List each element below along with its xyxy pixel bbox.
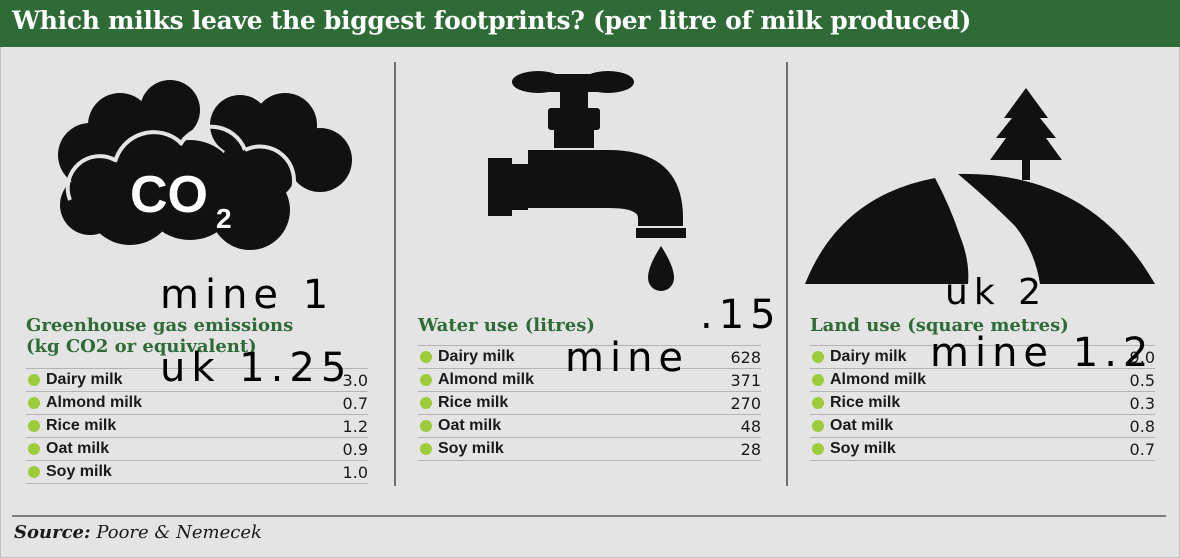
row-label: Rice milk <box>438 394 509 411</box>
co2-subscript: 2 <box>216 203 232 234</box>
bullet-dot <box>28 374 40 386</box>
table-row: Almond milk 0.5 <box>810 369 1155 392</box>
ghg-subtitle: (kg CO2 or equivalent) <box>26 336 257 357</box>
table-row: Soy milk 28 <box>418 438 761 461</box>
table-row: Almond milk 371 <box>418 369 761 392</box>
row-value: 1.2 <box>342 417 368 436</box>
bullet-dot <box>812 397 824 409</box>
row-value: 1.0 <box>342 463 368 482</box>
row-label: Soy milk <box>438 440 504 457</box>
row-label: Rice milk <box>830 394 901 411</box>
row-label: Almond milk <box>438 371 535 388</box>
table-row: Almond milk 0.7 <box>26 392 368 415</box>
water-title: Water use (litres) <box>418 315 595 336</box>
row-value: 270 <box>730 394 761 413</box>
bullet-dot <box>420 397 432 409</box>
water-table: Dairy milk 628 Almond milk 371 Rice milk 270 O… <box>418 345 761 461</box>
row-label: Oat milk <box>46 440 110 457</box>
handwritten-note: mine 1.2 <box>930 330 1155 376</box>
row-label: Dairy milk <box>46 371 123 388</box>
bullet-dot <box>28 443 40 455</box>
bullet-dot <box>812 351 824 363</box>
row-value: 0.9 <box>342 440 368 459</box>
handwritten-note: mine 1 <box>160 272 335 318</box>
water-tap-icon <box>488 71 686 291</box>
row-label: Soy milk <box>46 463 112 480</box>
row-value: 0.8 <box>1129 417 1155 436</box>
co2-label: CO <box>130 166 208 224</box>
bullet-dot <box>28 420 40 432</box>
row-value: 3.0 <box>342 371 368 390</box>
table-row: Rice milk 1.2 <box>26 415 368 438</box>
row-value: 0.5 <box>1129 371 1155 390</box>
ghg-title: Greenhouse gas emissions <box>26 315 294 336</box>
bullet-dot <box>420 443 432 455</box>
table-row: Soy milk 1.0 <box>26 461 368 484</box>
row-label: Almond milk <box>830 371 927 388</box>
handwritten-note: uk 1.25 <box>160 345 353 391</box>
header-bar: Which milks leave the biggest footprints… <box>0 0 1180 47</box>
row-value: 9.0 <box>1129 348 1155 367</box>
bullet-dot <box>420 374 432 386</box>
row-value: 0.7 <box>1129 440 1155 459</box>
ghg-table: Dairy milk 3.0 Almond milk 0.7 Rice milk 1.2 O… <box>26 368 368 484</box>
row-label: Soy milk <box>830 440 896 457</box>
table-row: Oat milk 48 <box>418 415 761 438</box>
handwritten-note: uk 2 <box>945 272 1048 313</box>
row-value: 48 <box>740 417 761 436</box>
row-label: Dairy milk <box>830 348 907 365</box>
table-row: Dairy milk 9.0 <box>810 345 1155 369</box>
source-label: Source: <box>14 522 91 543</box>
row-label: Rice milk <box>46 417 117 434</box>
table-row: Rice milk 0.3 <box>810 392 1155 415</box>
column-divider <box>394 62 396 486</box>
row-label: Almond milk <box>46 394 143 411</box>
bullet-dot <box>812 420 824 432</box>
row-label: Dairy milk <box>438 348 515 365</box>
row-value: 28 <box>740 440 761 459</box>
land-table: Dairy milk 9.0 Almond milk 0.5 Rice milk 0.3 O… <box>810 345 1155 461</box>
column-divider <box>786 62 788 486</box>
row-label: Oat milk <box>438 417 502 434</box>
table-row: Oat milk 0.8 <box>810 415 1155 438</box>
row-value: 628 <box>730 348 761 367</box>
row-value: 0.7 <box>342 394 368 413</box>
ghg-title-block: Greenhouse gas emissions (kg CO2 or equi… <box>26 315 366 357</box>
row-value: 371 <box>730 371 761 390</box>
source-text: Poore & Nemecek <box>96 522 262 543</box>
bullet-dot <box>28 397 40 409</box>
table-row: Rice milk 270 <box>418 392 761 415</box>
bullet-dot <box>812 443 824 455</box>
page-title: Which milks leave the biggest footprints… <box>12 6 972 35</box>
row-value: 0.3 <box>1129 394 1155 413</box>
table-row: Oat milk 0.9 <box>26 438 368 461</box>
source-line: Source: Poore & Nemecek <box>14 522 262 543</box>
land-title: Land use (square metres) <box>810 315 1069 336</box>
handwritten-note: mine <box>565 335 690 381</box>
table-row: Soy milk 0.7 <box>810 438 1155 461</box>
bullet-dot <box>420 420 432 432</box>
bullet-dot <box>28 466 40 478</box>
row-label: Oat milk <box>830 417 894 434</box>
co2-cloud-icon: CO 2 <box>58 80 352 250</box>
handwritten-note: .15 <box>700 292 782 338</box>
bullet-dot <box>420 351 432 363</box>
table-row: Dairy milk 3.0 <box>26 368 368 392</box>
bullet-dot <box>812 374 824 386</box>
footer-rule <box>12 515 1166 517</box>
land-tree-icon <box>805 88 1155 284</box>
table-row: Dairy milk 628 <box>418 345 761 369</box>
